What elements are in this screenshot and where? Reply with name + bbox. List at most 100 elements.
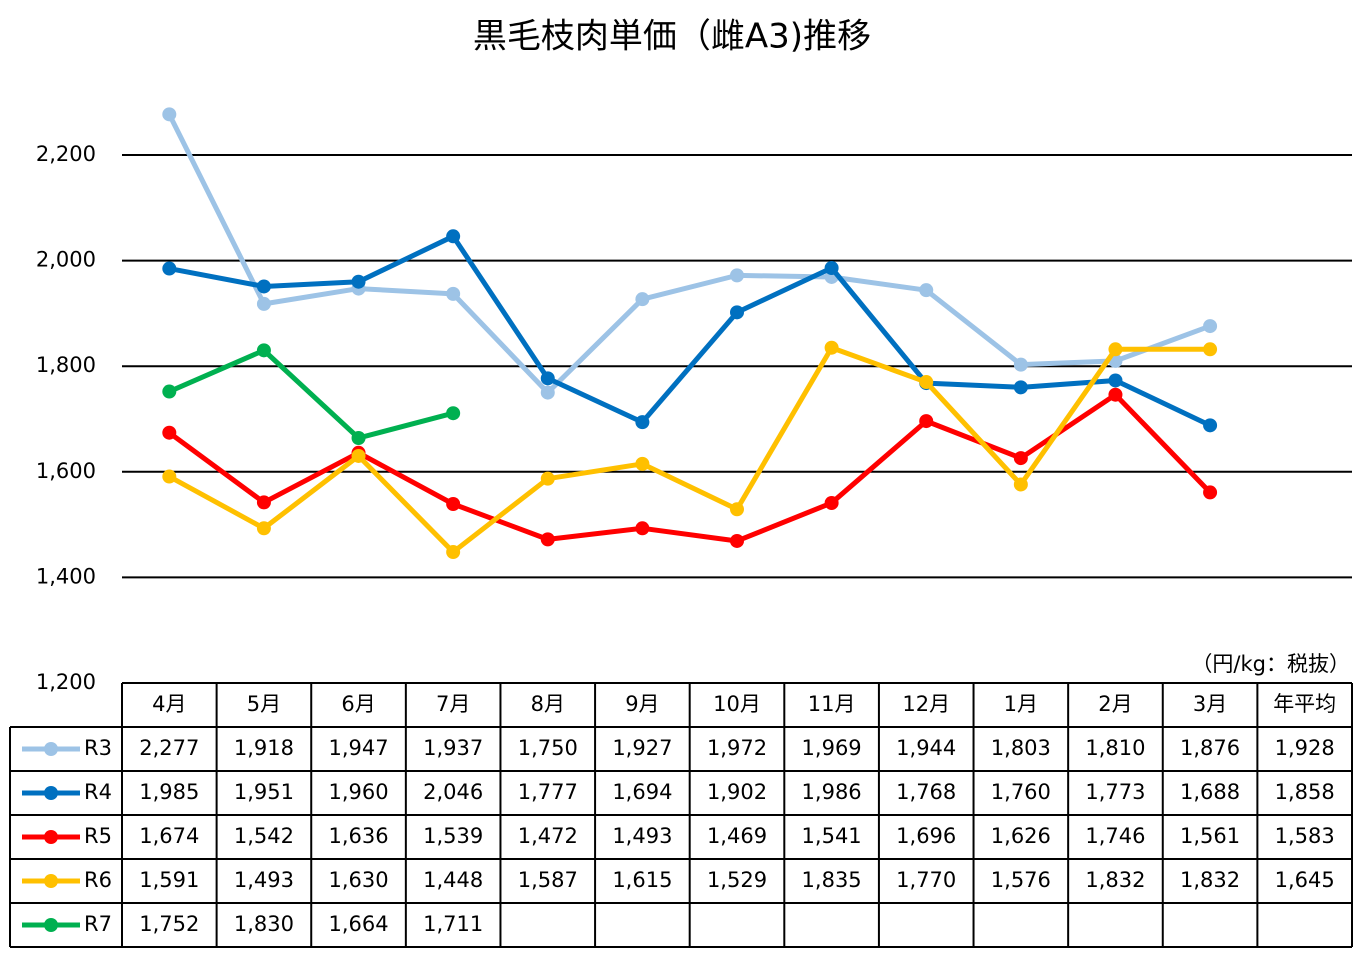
table-cell: 1,777 (518, 780, 578, 804)
data-point (730, 502, 744, 517)
table-cell: 1,832 (1085, 868, 1145, 892)
table-cell: 1,542 (234, 824, 294, 848)
legend-marker (44, 830, 58, 844)
table-cell: 1,803 (991, 736, 1051, 760)
data-point (824, 260, 839, 275)
y-tick-label: 1,800 (36, 353, 96, 377)
data-point (540, 471, 555, 486)
data-point (256, 521, 271, 536)
x-tick-label: 4月 (152, 692, 186, 716)
data-point (1203, 418, 1218, 433)
data-point (635, 456, 650, 471)
table-cell: 1,694 (612, 780, 672, 804)
data-point (1013, 477, 1028, 492)
table-cell: 1,696 (896, 824, 956, 848)
data-point (635, 521, 650, 536)
table-cell: 1,541 (802, 824, 862, 848)
data-point (824, 340, 839, 355)
data-point (446, 406, 461, 421)
data-point (351, 274, 366, 289)
data-point (540, 371, 555, 386)
table-cell: 1,937 (423, 736, 483, 760)
x-tick-label: 11月 (808, 692, 856, 716)
table-cell: 1,960 (328, 780, 388, 804)
x-tick-label: 7月 (436, 692, 470, 716)
data-point (1013, 451, 1028, 466)
table-cell: 1,630 (328, 868, 388, 892)
table-cell: 1,561 (1180, 824, 1240, 848)
data-point (824, 495, 839, 510)
data-point (540, 385, 555, 400)
x-tick-label: 6月 (341, 692, 375, 716)
table-cell: 1,832 (1180, 868, 1240, 892)
x-tick-label: 8月 (531, 692, 565, 716)
table-cell: 1,626 (991, 824, 1051, 848)
table-cell: 1,529 (707, 868, 767, 892)
table-cell: 2,277 (139, 736, 199, 760)
table-cell: 1,469 (707, 824, 767, 848)
table-cell: 1,876 (1180, 736, 1240, 760)
data-point (162, 425, 177, 440)
legend-marker (44, 874, 58, 888)
table-cell: 1,591 (139, 868, 199, 892)
data-point (730, 268, 744, 283)
table-cell: 1,688 (1180, 780, 1240, 804)
table-cell: 1,674 (139, 824, 199, 848)
table-cell: 1,810 (1085, 736, 1145, 760)
table-cell: 1,711 (423, 912, 483, 936)
data-point (1203, 319, 1218, 334)
table-cell: 1,969 (802, 736, 862, 760)
data-point (256, 279, 271, 294)
table-cell: 1,986 (802, 780, 862, 804)
legend-label: R5 (84, 824, 112, 848)
x-tick-label: 12月 (902, 692, 950, 716)
series-line (168, 347, 454, 441)
data-point (162, 261, 177, 276)
table-cell: 1,645 (1275, 868, 1335, 892)
data-point (1108, 373, 1123, 388)
data-point (446, 497, 461, 512)
series-line (168, 233, 1212, 428)
data-point (919, 414, 934, 429)
table-cell: 2,046 (423, 780, 483, 804)
table-cell: 1,918 (234, 736, 294, 760)
x-tick-label: 10月 (713, 692, 761, 716)
y-tick-label: 1,400 (36, 564, 96, 588)
data-point (162, 384, 177, 399)
data-point (446, 229, 461, 244)
series-line (168, 345, 1211, 555)
table-cell: 1,576 (991, 868, 1051, 892)
data-point (256, 495, 271, 510)
data-point (635, 292, 650, 307)
legend-label: R7 (84, 912, 112, 936)
data-point (256, 343, 271, 358)
table-cell: 1,902 (707, 780, 767, 804)
table-cell: 1,768 (896, 780, 956, 804)
table-cell: 1,773 (1085, 780, 1145, 804)
legend-marker (44, 918, 58, 932)
data-point (919, 283, 934, 298)
y-tick-label: 1,200 (36, 670, 96, 694)
table-cell: 1,615 (612, 868, 672, 892)
data-point (1203, 485, 1218, 500)
table-cell: 1,752 (139, 912, 199, 936)
table-cell: 1,746 (1085, 824, 1145, 848)
table-cell: 1,472 (518, 824, 578, 848)
chart-title: 黒毛枝肉単価（雌A3)推移 (473, 17, 871, 57)
legend-label: R3 (84, 736, 112, 760)
x-tick-label: 9月 (625, 692, 659, 716)
x-tick-label: 3月 (1193, 692, 1227, 716)
data-point (1013, 380, 1028, 395)
data-point (730, 533, 744, 548)
table-header: 年平均 (1273, 692, 1336, 716)
table-cell: 1,493 (612, 824, 672, 848)
table-cell: 1,493 (234, 868, 294, 892)
data-point (351, 448, 366, 463)
table-cell: 1,750 (518, 736, 578, 760)
table-cell: 1,587 (518, 868, 578, 892)
legend-marker (44, 786, 58, 800)
table-cell: 1,944 (896, 736, 956, 760)
table-cell: 1,539 (423, 824, 483, 848)
data-point (351, 431, 366, 446)
